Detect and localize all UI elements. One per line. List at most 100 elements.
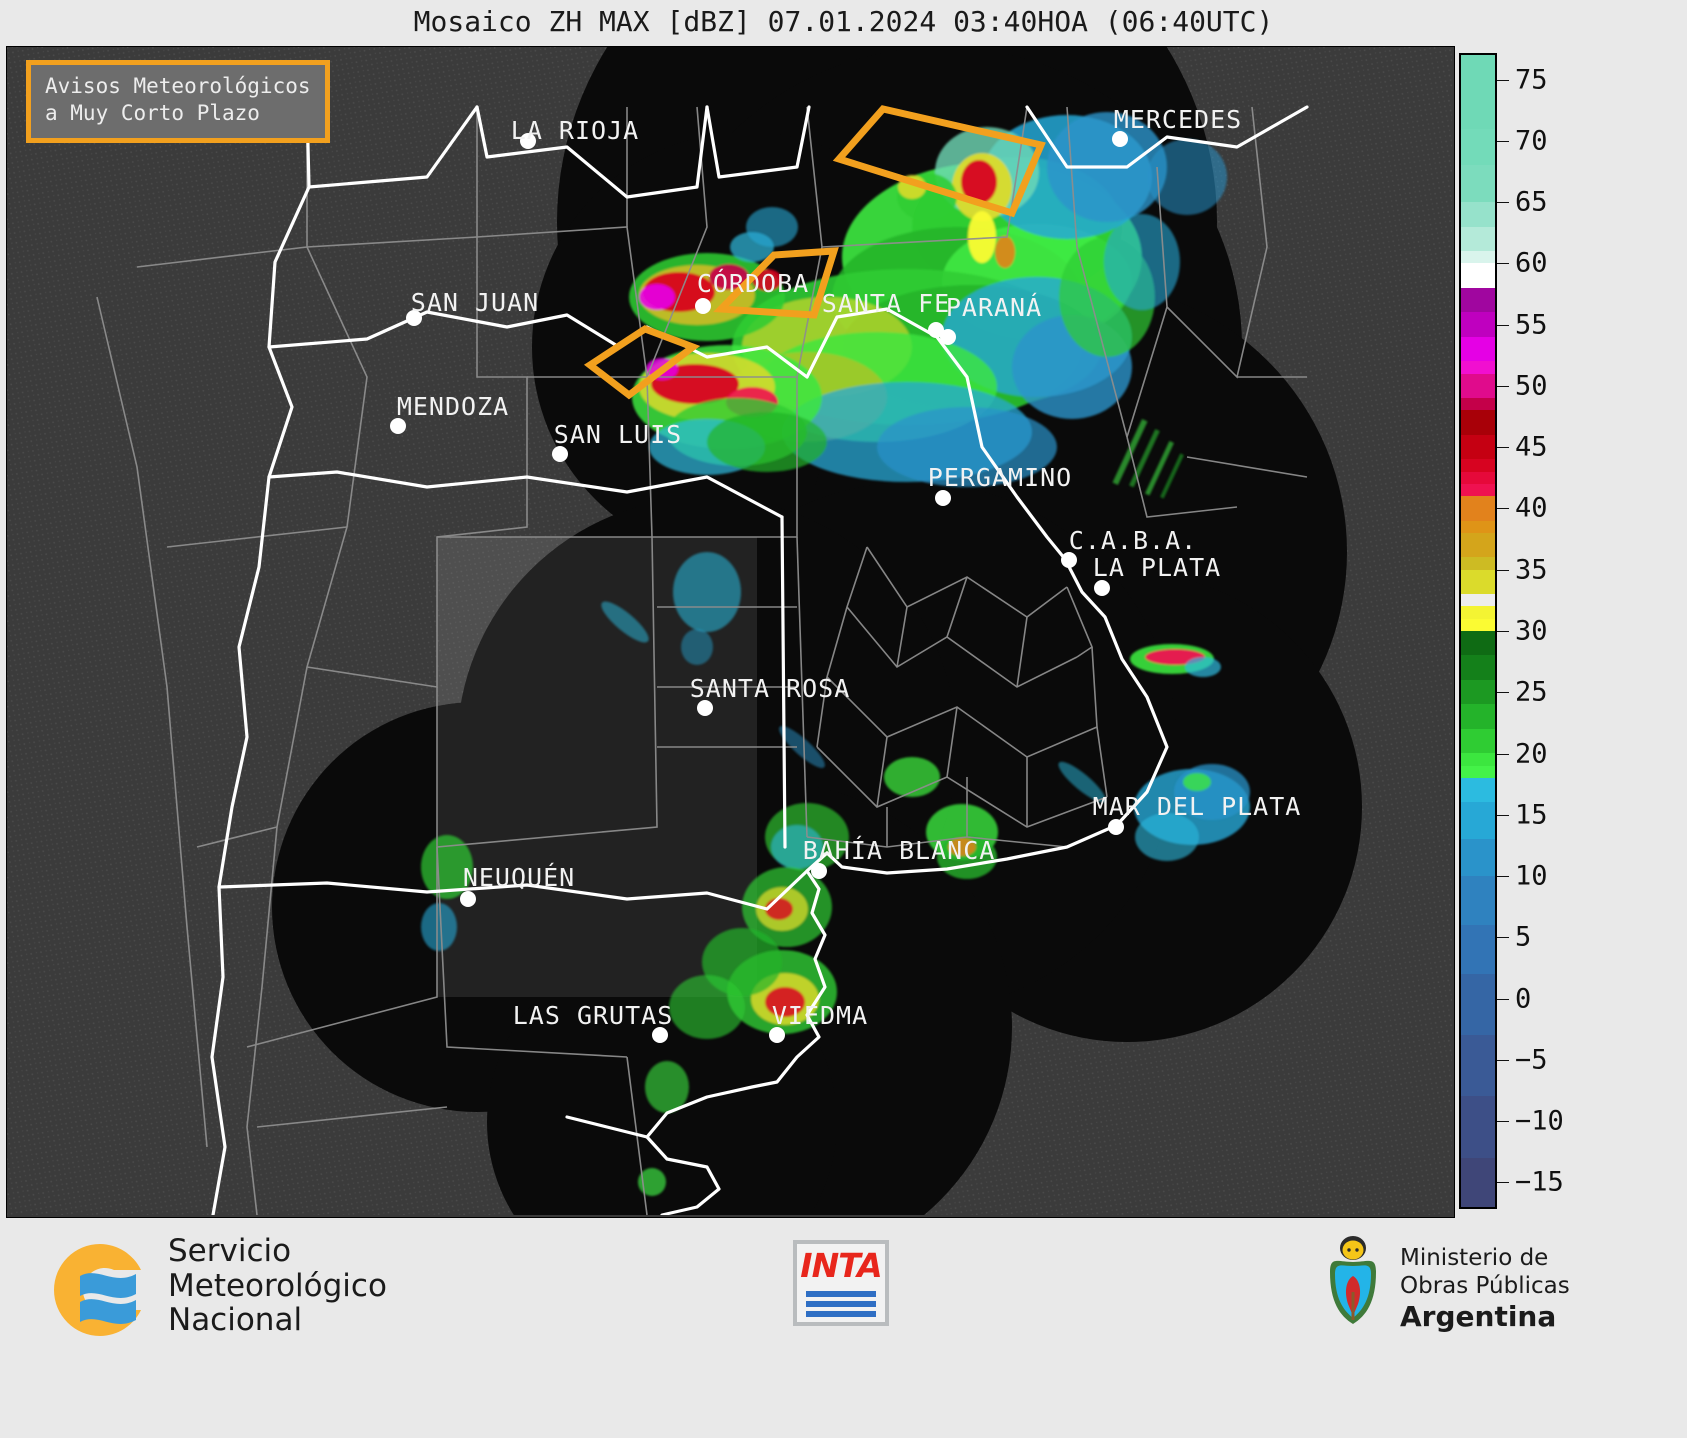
colorbar-segment [1461,655,1495,680]
page-title: Mosaico ZH MAX [dBZ] 07.01.2024 03:40HOA… [413,5,1274,38]
colorbar-tick-label: 55 [1515,309,1548,341]
colorbar-tick-label: −5 [1515,1044,1548,1076]
colorbar-segment [1461,532,1495,558]
echo-cluster-neuquen [421,835,473,951]
colorbar-segment [1461,410,1495,435]
colorbar-tick [1497,202,1509,204]
colorbar-segment [1461,765,1495,778]
colorbar-segment [1461,606,1495,619]
colorbar-segment [1461,520,1495,533]
city-marker [940,329,956,345]
colorbar-segment [1461,1096,1495,1158]
colorbar-segment [1461,924,1495,974]
colorbar-segment [1461,275,1495,288]
colorbar-tick [1497,692,1509,694]
city-label: MENDOZA [397,392,509,421]
city-marker [1108,819,1124,835]
colorbar-tick [1497,140,1509,142]
colorbar-segment [1461,361,1495,374]
warning-polygons [583,105,1046,400]
colorbar-tick-label: 70 [1515,125,1548,157]
colorbar-tick-label: 45 [1515,431,1548,463]
colorbar-tick-label: 5 [1515,921,1532,953]
warning-polygon [713,247,839,319]
inta-logo-bars [806,1291,876,1321]
colorbar-tick [1497,1121,1509,1123]
inta-logo-text: INTA [800,1246,882,1285]
colorbar-tick [1497,753,1509,755]
colorbar-segment [1461,704,1495,729]
city-label: LAS GRUTAS [513,1001,674,1030]
colorbar-ticks: 75 70 65 60 55 50 45 40 35 30 25 20 15 10 5 0 −5 −10 −15 [1497,53,1687,1209]
colorbar-tick [1497,263,1509,265]
smn-logo: Servicio Meteorológico Nacional [40,1234,460,1346]
colorbar-segment [1461,312,1495,337]
radar-map[interactable]: LA RIOJA MERCEDES SAN JUAN CÓRDOBA SANTA FE P… [6,46,1455,1218]
argentina-coat-of-arms-icon [1330,1236,1376,1324]
city-label: LA RIOJA [511,116,639,145]
ministerio-line3: Argentina [1400,1300,1557,1334]
colorbar-segment [1461,557,1495,570]
colorbar-segment [1461,973,1495,1036]
colorbar-segment [1461,618,1495,631]
city-label: VIEDMA [772,1001,868,1030]
colorbar-segment [1461,398,1495,411]
ministerio-line1: Ministerio de [1400,1245,1549,1271]
alert-legend-box: Avisos Meteorológicos a Muy Corto Plazo [26,60,330,143]
colorbar-segment [1461,263,1495,276]
colorbar-tick [1497,79,1509,81]
colorbar-tick [1497,447,1509,449]
colorbar-tick [1497,385,1509,387]
province-borders [96,106,1308,1215]
colorbar-tick [1497,814,1509,816]
city-marker [652,1027,668,1043]
city-marker [695,298,711,314]
colorbar [1459,53,1497,1209]
inta-logo: INTA [793,1240,889,1326]
colorbar-segment [1461,753,1495,766]
ministerio-logo: Ministerio de Obras Públicas Argentina [1318,1232,1618,1350]
colorbar-tick-label: 35 [1515,554,1548,586]
colorbar-segment [1461,1157,1495,1207]
smn-line3: Nacional [168,1302,303,1339]
city-label: NEUQUÉN [463,863,575,892]
echo-cluster-sanluis [632,345,827,475]
echo-cluster-mardelplata [1134,764,1250,861]
colorbar-segment [1461,336,1495,362]
colorbar-segment [1461,679,1495,705]
city-label: C.A.B.A. [1069,526,1197,555]
smn-logo-text: Servicio Meteorológico Nacional [168,1234,387,1338]
city-marker [460,891,476,907]
colorbar-tick [1497,998,1509,1000]
city-label: SAN JUAN [411,288,539,317]
colorbar-tick-label: 15 [1515,799,1548,831]
colorbar-segment [1461,459,1495,472]
colorbar-tick [1497,569,1509,571]
colorbar-segment [1461,128,1495,166]
colorbar-tick [1497,324,1509,326]
smn-logo-mark [54,1244,141,1336]
colorbar-segment [1461,496,1495,521]
city-marker [935,490,951,506]
colorbar-tick-label: −15 [1515,1166,1564,1198]
colorbar-tick-label: 10 [1515,860,1548,892]
city-label: SANTA ROSA [690,674,851,703]
smn-line2: Meteorológico [168,1267,387,1304]
colorbar-segment [1461,434,1495,460]
colorbar-segment [1461,91,1495,129]
warning-polygon [832,105,1046,218]
coastline-country-border [210,103,1309,1215]
city-marker [390,418,406,434]
city-label: PARANÁ [946,293,1042,322]
city-label: SAN LUIS [554,420,682,449]
echo-cluster-laplata [1130,644,1221,677]
colorbar-tick [1497,876,1509,878]
colorbar-segment [1461,569,1495,595]
ministerio-line2: Obras Públicas [1400,1273,1570,1300]
alert-legend-line2: a Muy Corto Plazo [45,101,260,126]
colorbar-tick-label: 60 [1515,247,1548,279]
colorbar-segment [1461,802,1495,840]
colorbar-tick [1497,1182,1509,1184]
